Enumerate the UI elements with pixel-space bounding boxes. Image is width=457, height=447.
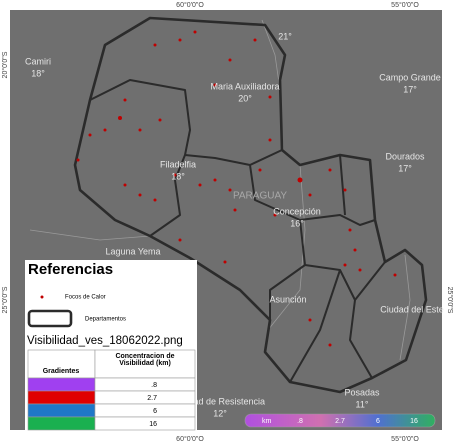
place-temp: 11° <box>356 399 369 409</box>
place-label: Concepción <box>273 206 321 216</box>
place-label: Campo Grande <box>379 72 441 82</box>
place-label: Filadelfia <box>160 159 196 169</box>
department-boundary <box>89 79 386 383</box>
place-temp: 18° <box>171 171 185 181</box>
colorbar-labels: km .8 2.7 6 16 <box>262 418 418 425</box>
table-value: 2.7 <box>147 395 157 402</box>
place-label: Posadas <box>344 387 380 397</box>
place-temp: 21° <box>278 31 292 41</box>
legend-label: Focos de Calor <box>65 295 106 301</box>
legend-department-symbol <box>27 309 73 328</box>
coord-label: 60°0'0"O <box>176 435 204 443</box>
place-temp: 16° <box>290 218 304 228</box>
table-rows: .8 2.7 6 16 <box>27 377 196 431</box>
table-value: 16 <box>149 421 157 428</box>
place-temp: 17° <box>403 84 417 94</box>
coord-label: 55°0'0"O <box>391 435 419 443</box>
place-label: Maria Auxiliadora <box>210 81 279 91</box>
place-label: Ciudad del Este <box>380 304 444 314</box>
gradient-swatch <box>27 416 96 431</box>
table-header: Concentracion de Visibilidad (km) <box>115 353 175 367</box>
place-label: Dourados <box>385 151 425 161</box>
table-value: .8 <box>151 382 157 389</box>
table-value: 6 <box>153 408 157 415</box>
fire-points <box>76 30 397 347</box>
place-temp: 20° <box>238 93 252 103</box>
coord-label: 25°0'0"S <box>446 287 454 314</box>
table-cell <box>94 416 196 431</box>
table-header-text: Concentracion de Visibilidad (km) <box>115 353 175 367</box>
coord-label: 60°0'0"O <box>176 1 204 9</box>
table-header: Gradientes <box>43 368 80 375</box>
legend-label: Departamentos <box>85 317 126 323</box>
table-cell <box>94 403 196 418</box>
colorbar-label: .8 <box>297 418 303 425</box>
place-temp: 18° <box>31 68 45 78</box>
place-label: Laguna Yema <box>105 246 160 256</box>
place-temp: 12° <box>213 408 227 418</box>
coord-label: 20°0'0"S <box>1 51 9 78</box>
table-cell <box>94 349 196 379</box>
places: Camiri 18° 21° Maria Auxiliadora 20° Campo Gr… <box>25 31 441 418</box>
legend-title: Referencias <box>28 261 113 278</box>
table-cell <box>27 349 96 379</box>
table-cell <box>94 390 196 405</box>
table-cell <box>94 377 196 392</box>
gradient-swatch <box>27 390 96 405</box>
coord-label: 25°0'0"S <box>1 286 9 313</box>
colorbar-label: 2.7 <box>335 418 345 425</box>
gradient-swatch <box>27 403 96 418</box>
colorbar-label: 16 <box>410 418 418 425</box>
colorbar-label: 6 <box>376 418 380 425</box>
country-label: PARAGUAY <box>233 191 287 202</box>
legend-fire-symbol <box>40 295 44 299</box>
place-temp: 17° <box>398 163 412 173</box>
coord-label: 55°0'0"O <box>391 1 419 9</box>
colorbar-unit: km <box>262 418 272 425</box>
gradient-swatch <box>27 377 96 392</box>
place-label: Asunción <box>269 294 306 304</box>
river <box>29 19 411 361</box>
place-label: Camiri <box>25 56 51 66</box>
legend-raster-name: Visibilidad_ves_18062022.png <box>27 335 183 347</box>
place-label: Ciudad de Resistencia <box>175 396 265 406</box>
colorbar <box>244 413 436 428</box>
country-outline <box>73 16 428 394</box>
